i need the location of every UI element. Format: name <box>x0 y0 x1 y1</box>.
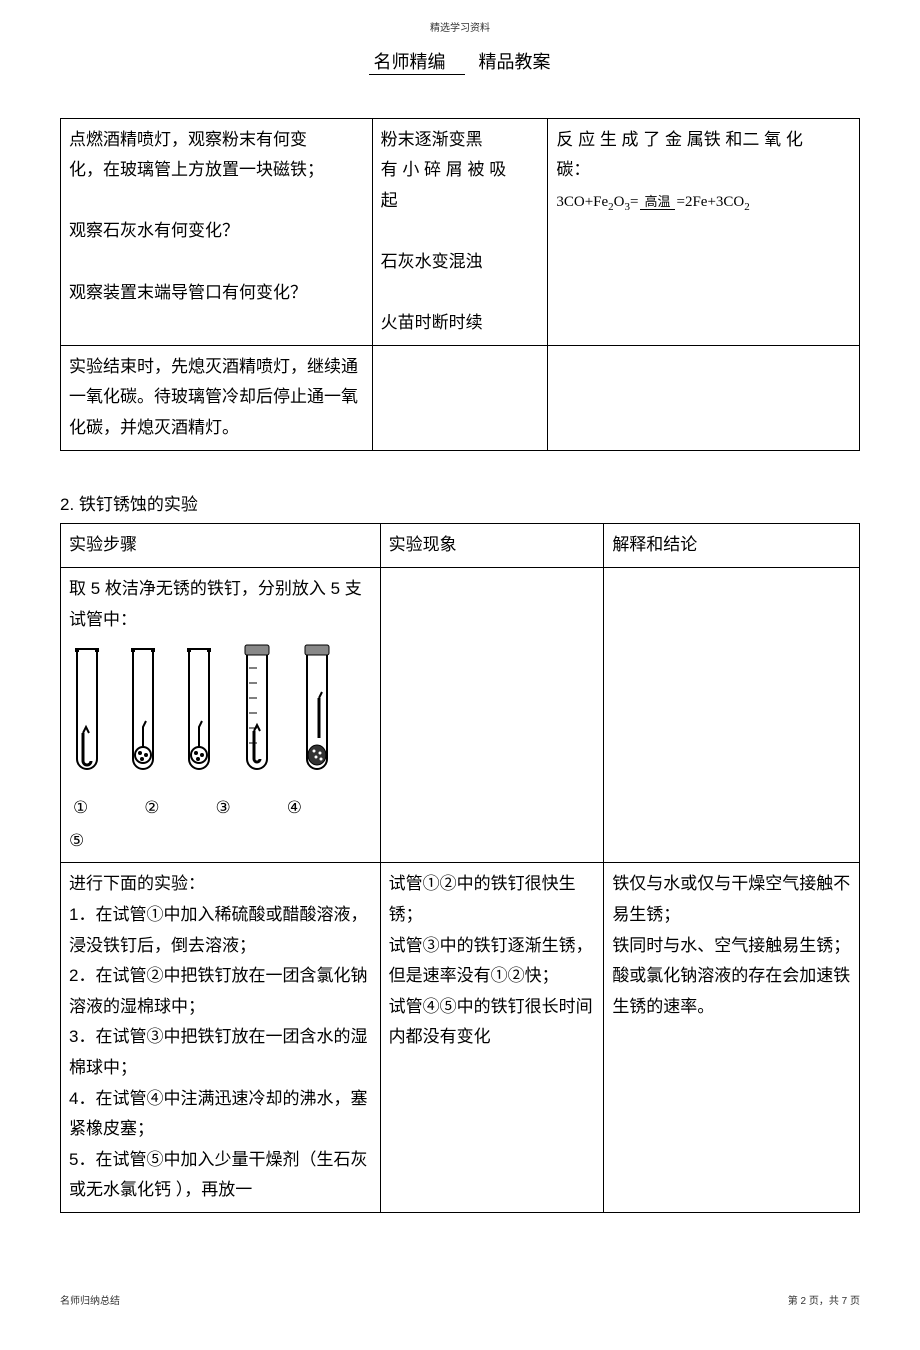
eq-sub: 2 <box>744 201 750 213</box>
text-line <box>381 216 540 247</box>
t2-r2c3: 铁仅与水或仅与干燥空气接触不易生锈； 铁同时与水、空气接触易生锈； 酸或氯化钠溶… <box>604 863 860 1213</box>
test-tube-icon <box>125 643 161 783</box>
test-tube-icon <box>297 643 337 783</box>
t2-header-3: 解释和结论 <box>604 524 860 568</box>
t1-r0c1: 粉末逐渐变黑 有 小 碎 屑 被 吸 起 石灰水变混浊 火苗时断时续 <box>372 118 548 345</box>
eq-condition: 高温 <box>640 189 674 216</box>
text-line: 取 5 枚洁净无锈的铁钉，分别放入 5 支试管中： <box>69 574 372 635</box>
t1-r0c0: 点燃酒精喷灯，观察粉末有何变 化，在玻璃管上方放置一块磁铁； 观察石灰水有何变化… <box>61 118 373 345</box>
t2-r2c2: 试管①②中的铁钉很快生锈； 试管③中的铁钉逐渐生锈，但是速率没有①②快； 试管④… <box>380 863 604 1213</box>
eq-part: O <box>614 194 625 210</box>
text-line: 观察石灰水有何变化？ <box>69 216 364 247</box>
circle-label: ⑤ <box>69 826 372 857</box>
t1-r1c1 <box>372 345 548 450</box>
experiment-table-1: 点燃酒精喷灯，观察粉末有何变 化，在玻璃管上方放置一块磁铁； 观察石灰水有何变化… <box>60 118 860 451</box>
test-tube-icon <box>237 643 277 783</box>
test-tube-icon <box>69 643 105 783</box>
text-line: 点燃酒精喷灯，观察粉末有何变 <box>69 125 364 156</box>
eq-sub: 3 <box>625 201 631 213</box>
page-title: 名师精编 精品教案 <box>60 47 860 78</box>
circle-label: ① <box>73 793 88 824</box>
text-line: 化，在玻璃管上方放置一块磁铁； <box>69 155 364 186</box>
t2-r1c3 <box>604 568 860 863</box>
text-line <box>69 186 364 217</box>
circle-label: ② <box>144 793 159 824</box>
header-left: 名师精编 <box>369 52 465 75</box>
text-line: 石灰水变混浊 <box>381 247 540 278</box>
circle-label: ③ <box>216 793 231 824</box>
footer-right: 第 2 页，共 7 页 <box>788 1293 860 1310</box>
t1-r1c0: 实验结束时，先熄灭酒精喷灯，继续通一氧化碳。待玻璃管冷却后停止通一氧化碳，并熄灭… <box>61 345 373 450</box>
eq-cond-text: 高温 <box>640 194 674 210</box>
text-line: 有 小 碎 屑 被 吸 <box>381 155 540 186</box>
t1-r1c2 <box>548 345 860 450</box>
t1-r0c2: 反 应 生 成 了 金 属铁 和二 氧 化 碳： 3CO+Fe2O3=高温=2F… <box>548 118 860 345</box>
test-tube-icon <box>181 643 217 783</box>
t2-r1c2 <box>380 568 604 863</box>
section-title: 2. 铁钉锈蚀的实验 <box>60 491 860 520</box>
circle-label: ④ <box>287 793 302 824</box>
test-tubes-row <box>69 643 372 783</box>
chemical-equation: 3CO+Fe2O3=高温=2Fe+3CO2 <box>556 189 749 218</box>
footer-left: 名师归纳总结 <box>60 1293 120 1310</box>
text-line: 观察装置末端导管口有何变化？ <box>69 278 364 309</box>
t2-header-2: 实验现象 <box>380 524 604 568</box>
tube-labels: ① ② ③ ④ <box>69 793 372 824</box>
text-line <box>69 247 364 278</box>
page-footer: 名师归纳总结 第 2 页，共 7 页 <box>60 1293 860 1310</box>
eq-part: 3CO+Fe <box>556 194 608 210</box>
text-line <box>381 278 540 309</box>
text-line: 起 <box>381 186 540 217</box>
experiment-table-2: 实验步骤 实验现象 解释和结论 取 5 枚洁净无锈的铁钉，分别放入 5 支试管中… <box>60 523 860 1213</box>
header-right: 精品教案 <box>479 52 551 72</box>
t2-header-1: 实验步骤 <box>61 524 381 568</box>
text-line: 反 应 生 成 了 金 属铁 和二 氧 化 <box>556 125 851 156</box>
text-line: 火苗时断时续 <box>381 308 540 339</box>
t2-r1c1: 取 5 枚洁净无锈的铁钉，分别放入 5 支试管中： <box>61 568 381 863</box>
eq-part: 2Fe+3CO <box>685 194 744 210</box>
text-line: 粉末逐渐变黑 <box>381 125 540 156</box>
top-subtitle: 精选学习资料 <box>60 20 860 37</box>
text-line: 碳： <box>556 155 851 186</box>
t2-r2c1: 进行下面的实验： 1．在试管①中加入稀硫酸或醋酸溶液，浸没铁钉后，倒去溶液； 2… <box>61 863 381 1213</box>
